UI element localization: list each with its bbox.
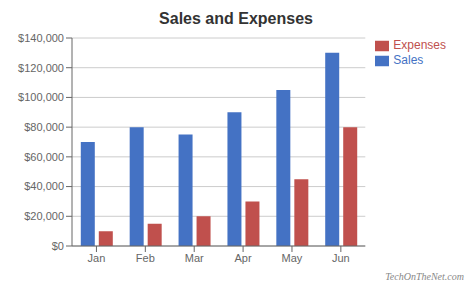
svg-text:$120,000: $120,000 <box>18 62 64 74</box>
svg-text:Feb: Feb <box>136 252 155 264</box>
svg-text:$0: $0 <box>52 240 64 252</box>
svg-text:Jan: Jan <box>88 252 106 264</box>
html-text:Sales: Sales <box>393 52 424 67</box>
svg-text:$40,000: $40,000 <box>24 180 64 192</box>
svg-text:$60,000: $60,000 <box>24 151 64 163</box>
svg-text:Apr: Apr <box>235 252 252 264</box>
svg-text:$20,000: $20,000 <box>24 210 64 222</box>
svg-text:$80,000: $80,000 <box>24 121 64 133</box>
svg-text:May: May <box>282 252 303 264</box>
html-text:Sales and Expenses: Sales and Expenses <box>159 10 313 27</box>
html-text:TechOnTheNet.com: TechOnTheNet.com <box>385 271 464 282</box>
svg-text:Jun: Jun <box>332 252 350 264</box>
svg-text:$140,000: $140,000 <box>18 32 64 44</box>
svg-text:$100,000: $100,000 <box>18 91 64 103</box>
svg-text:Mar: Mar <box>185 252 204 264</box>
html-text:Expenses: Expenses <box>393 38 446 52</box>
